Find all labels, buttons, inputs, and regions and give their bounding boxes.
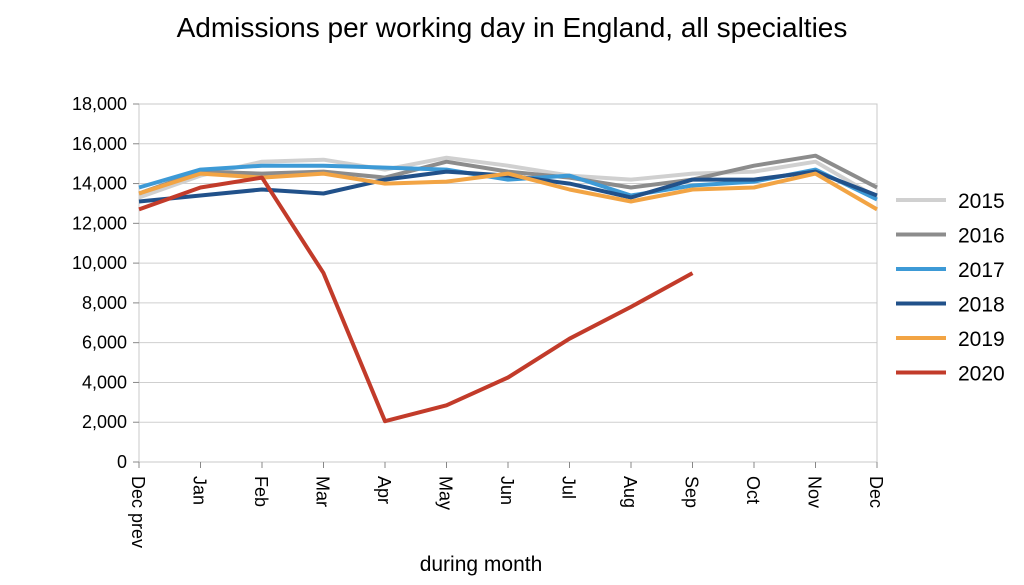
series-group (138, 153, 879, 424)
x-tick-label: Nov (805, 476, 825, 508)
x-tick-label: Mar (313, 476, 333, 507)
legend: 2015 2016 2017 2018 2019 2020 (896, 190, 1005, 386)
legend-entry-2020: 2020 (896, 363, 1005, 386)
x-tick-label: Aug (620, 476, 640, 508)
x-axis: Dec prev Jan Feb Mar Apr May Jun Jul Aug Sep Oct No… (128, 462, 886, 548)
x-tick-label: Jan (190, 476, 210, 505)
series-line-2015 (138, 155, 879, 200)
legend-entry-2015: 2015 (896, 190, 1005, 213)
x-tick-label: Apr (374, 476, 394, 504)
legend-entry-2017: 2017 (896, 259, 1005, 282)
y-tick-label: 18,000 (72, 94, 127, 114)
x-axis-label: during month (420, 553, 543, 576)
x-tick-label: Jul (559, 476, 579, 499)
plot-area (138, 103, 878, 463)
y-tick-label: 4,000 (82, 372, 127, 392)
legend-label: 2019 (958, 328, 1005, 351)
legend-label: 2016 (958, 225, 1005, 248)
x-tick-label: Sep (682, 476, 702, 508)
y-tick-label: 12,000 (72, 213, 127, 233)
x-tick-label: May (436, 476, 456, 510)
legend-label: 2017 (958, 259, 1005, 282)
legend-entry-2016: 2016 (896, 225, 1005, 248)
legend-entry-2019: 2019 (896, 328, 1005, 351)
legend-label: 2020 (958, 363, 1005, 386)
legend-label: 2015 (958, 190, 1005, 213)
y-tick-label: 14,000 (72, 174, 127, 194)
chart-title: Admissions per working day in England, a… (176, 12, 848, 43)
series-line-2020 (138, 175, 694, 424)
y-axis: 0 2,000 4,000 6,000 8,000 10,000 12,000 14,000 1… (72, 94, 139, 472)
gridlines (139, 103, 877, 463)
x-tick-label: Dec (866, 476, 886, 508)
x-tick-label: Feb (251, 476, 271, 507)
x-tick-label: Dec prev (128, 476, 148, 548)
y-tick-label: 8,000 (82, 293, 127, 313)
legend-label: 2018 (958, 294, 1005, 317)
y-tick-label: 6,000 (82, 333, 127, 353)
y-tick-label: 2,000 (82, 412, 127, 432)
y-tick-label: 10,000 (72, 253, 127, 273)
y-tick-label: 16,000 (72, 134, 127, 154)
legend-entry-2018: 2018 (896, 294, 1005, 317)
x-tick-label: Jun (497, 476, 517, 505)
y-tick-label: 0 (117, 452, 127, 472)
x-tick-label: Oct (743, 476, 763, 504)
